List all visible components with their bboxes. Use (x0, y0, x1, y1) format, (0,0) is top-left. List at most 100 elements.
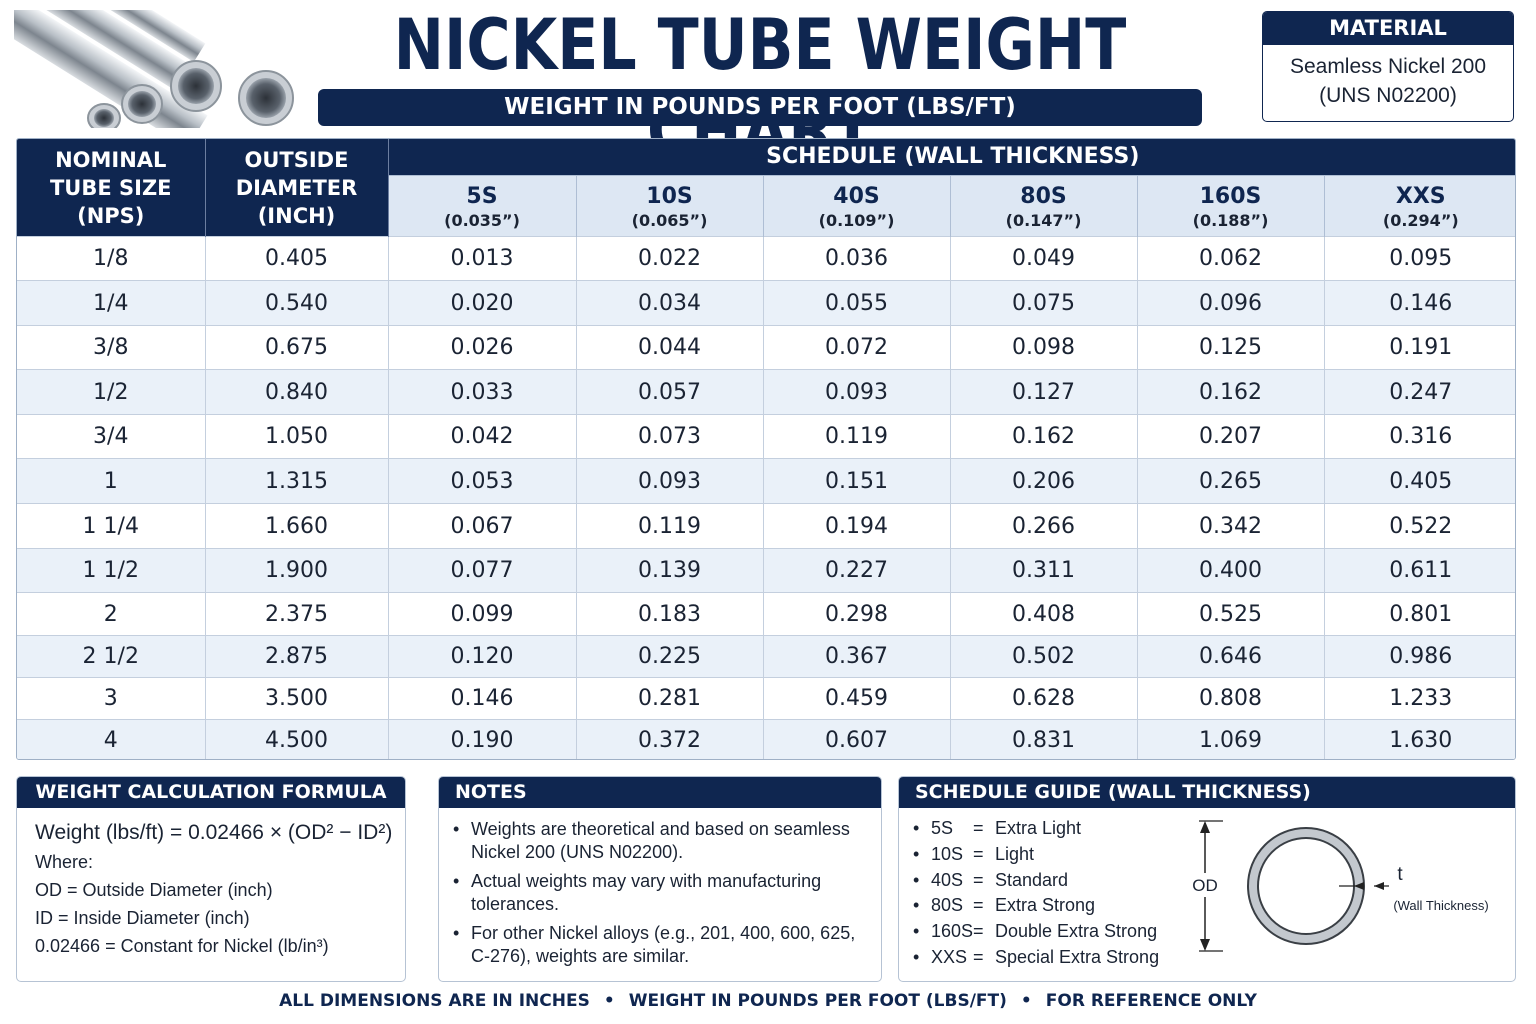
schedule-code: 40S (833, 184, 880, 209)
page-subtitle: WEIGHT IN POUNDS PER FOOT (LBS/FT) (318, 89, 1202, 126)
cell-nps: 2 (17, 592, 206, 636)
guide-code: 10S (931, 843, 964, 864)
cell-weight: 0.033 (388, 369, 577, 415)
schedule-code: 5S (466, 184, 498, 209)
cell-weight: 0.525 (1137, 592, 1325, 636)
cell-weight: 0.020 (388, 280, 577, 326)
col-header-nps-line: (NPS) (77, 203, 145, 228)
wall-arrow-icon (1374, 882, 1384, 890)
cell-weight: 0.190 (388, 719, 577, 759)
weight-formula: Weight (lbs/ft) = 0.02466 × (OD² − ID²) (35, 821, 393, 844)
schedule-guide-heading: SCHEDULE GUIDE (WALL THICKNESS) (899, 777, 1515, 808)
wall-arrow-icon (1354, 882, 1364, 890)
table-row: 2 1/2 2.875 0.120 0.225 0.367 0.502 0.646 0.986 (17, 635, 1515, 678)
guide-item: • 40S = Standard (913, 868, 1515, 894)
page-title: NICKEL TUBE WEIGHT CHART (393, 4, 1127, 172)
od-definition: OD = Outside Diameter (inch) (35, 880, 273, 900)
cell-od: 0.405 (205, 236, 389, 281)
cell-od: 1.050 (205, 414, 389, 459)
tube-cross-section-diagram: OD t (Wall Thickness) (1189, 820, 1489, 952)
cell-weight: 0.125 (1137, 325, 1325, 370)
cell-weight: 0.372 (576, 719, 764, 759)
col-header-od-line: DIAMETER (235, 175, 358, 200)
formula-heading: WEIGHT CALCULATION FORMULA (17, 777, 405, 808)
cell-od: 1.660 (205, 503, 389, 549)
cell-od: 3.500 (205, 677, 389, 720)
cell-weight: 0.034 (576, 280, 764, 326)
guide-equals: = (973, 843, 984, 864)
cell-weight: 0.099 (388, 592, 577, 636)
weight-table: NOMINAL TUBE SIZE (NPS) OUTSIDE DIAMETER… (16, 138, 1516, 760)
bullet: • (913, 843, 920, 864)
cell-weight: 0.055 (763, 280, 951, 326)
cell-weight: 0.077 (388, 548, 577, 593)
cell-weight: 0.049 (950, 236, 1138, 281)
cell-weight: 0.801 (1324, 592, 1515, 636)
schedule-wall: (0.147”) (1005, 211, 1082, 230)
table-row: 1/8 0.405 0.013 0.022 0.036 0.049 0.062 0.095 (17, 236, 1515, 281)
cell-weight: 0.139 (576, 548, 764, 593)
note-item: For other Nickel alloys (e.g., 201, 400,… (453, 922, 869, 968)
guide-desc: Special Extra Strong (995, 946, 1160, 967)
od-label-bg (1189, 873, 1221, 897)
guide-code: 40S (931, 869, 964, 890)
cell-weight: 0.057 (576, 369, 764, 415)
schedule-wall: (0.035”) (444, 211, 520, 230)
cell-weight: 0.067 (388, 503, 577, 549)
schedule-wall: (0.294”) (1382, 211, 1459, 230)
cell-weight: 0.119 (576, 503, 764, 549)
footer-separator: • (603, 991, 615, 1011)
schedule-code: 80S (1020, 184, 1067, 209)
cell-weight: 0.459 (763, 677, 951, 720)
cell-weight: 0.162 (1137, 369, 1325, 415)
cell-weight: 0.247 (1324, 369, 1515, 415)
col-header-od: OUTSIDE DIAMETER (INCH) (205, 139, 389, 237)
cell-weight: 0.062 (1137, 236, 1325, 281)
cell-nps: 1/8 (17, 236, 206, 281)
cell-weight: 0.265 (1137, 458, 1325, 504)
schedule-code: 10S (646, 184, 693, 209)
cell-od: 0.840 (205, 369, 389, 415)
guide-item: • XXS = Special Extra Strong (913, 945, 1515, 971)
nickel-tubes-image (14, 10, 294, 128)
cell-weight: 0.408 (950, 592, 1138, 636)
cell-weight: 0.098 (950, 325, 1138, 370)
schedule-header-160s: 160S (0.188”) (1137, 175, 1325, 237)
guide-desc: Light (995, 843, 1035, 864)
constant-definition: 0.02466 = Constant for Nickel (lb/in³) (35, 936, 329, 956)
cell-weight: 0.120 (388, 635, 577, 678)
cell-nps: 1 1/2 (17, 548, 206, 593)
note-item: Actual weights may vary with manufacturi… (453, 870, 869, 916)
cell-nps: 1 1/4 (17, 503, 206, 549)
col-header-nps-line: NOMINAL (55, 147, 167, 172)
schedule-wall: (0.188”) (1192, 211, 1269, 230)
cell-nps: 1 (17, 458, 206, 504)
col-header-nps: NOMINAL TUBE SIZE (NPS) (17, 139, 206, 237)
cell-nps: 3/8 (17, 325, 206, 370)
cell-weight: 1.630 (1324, 719, 1515, 759)
formula-panel: WEIGHT CALCULATION FORMULA Weight (lbs/f… (16, 776, 406, 982)
cell-weight: 0.367 (763, 635, 951, 678)
schedule-code: 160S (1199, 184, 1262, 209)
cell-nps: 3 (17, 677, 206, 720)
cell-weight: 0.127 (950, 369, 1138, 415)
bullet: • (913, 895, 920, 916)
wall-thickness-label: (Wall Thickness) (1393, 898, 1488, 913)
cell-weight: 0.628 (950, 677, 1138, 720)
cell-weight: 0.183 (576, 592, 764, 636)
cell-weight: 0.151 (763, 458, 951, 504)
cell-weight: 0.146 (1324, 280, 1515, 326)
cell-weight: 0.119 (763, 414, 951, 459)
cell-weight: 1.233 (1324, 677, 1515, 720)
schedule-header-40s: 40S (0.109”) (763, 175, 951, 237)
cell-nps: 2 1/2 (17, 635, 206, 678)
cell-weight: 0.042 (388, 414, 577, 459)
guide-equals: = (973, 818, 984, 838)
formula-where: Where: (35, 852, 94, 872)
table-row: 1/4 0.540 0.020 0.034 0.055 0.075 0.096 0.146 (17, 280, 1515, 326)
cell-od: 2.375 (205, 592, 389, 636)
cell-weight: 0.986 (1324, 635, 1515, 678)
id-definition: ID = Inside Diameter (inch) (35, 908, 250, 928)
table-row: 3 3.500 0.146 0.281 0.459 0.628 0.808 1.233 (17, 677, 1515, 720)
material-name: Seamless Nickel 200 (1289, 55, 1487, 78)
